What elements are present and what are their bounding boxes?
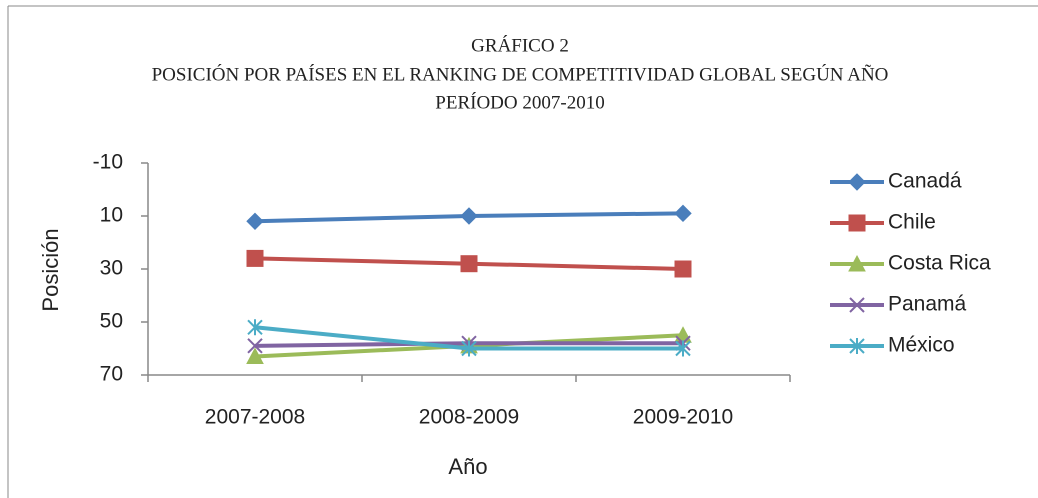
chart-title: PERÍODO 2007-2010 — [435, 91, 604, 113]
marker — [246, 212, 264, 231]
chart-title: GRÁFICO 2 — [471, 34, 569, 56]
legend-label: Panamá — [888, 293, 967, 316]
y-tick-label: 10 — [100, 204, 123, 227]
marker — [460, 207, 478, 225]
x-tick-label: 2009-2010 — [633, 406, 733, 429]
marker — [848, 173, 866, 191]
legend-label: Canadá — [888, 170, 962, 193]
x-axis-label: Año — [448, 454, 487, 479]
marker — [247, 338, 263, 354]
marker — [674, 204, 692, 223]
marker — [848, 254, 866, 272]
marker — [674, 260, 692, 278]
y-tick-label: 70 — [100, 363, 123, 386]
marker — [461, 340, 477, 357]
marker — [849, 338, 865, 354]
legend-label: Costa Rica — [888, 252, 991, 275]
marker — [246, 347, 264, 364]
legend-label: México — [888, 334, 955, 357]
marker — [849, 297, 865, 313]
y-axis-label: Posición — [38, 228, 63, 311]
marker — [246, 249, 264, 267]
legend-label: Chile — [888, 211, 936, 234]
marker — [460, 255, 478, 273]
y-tick-label: -10 — [93, 151, 123, 174]
marker — [247, 319, 263, 336]
x-tick-label: 2008-2009 — [419, 406, 519, 429]
x-tick-label: 2007-2008 — [205, 406, 305, 429]
chart-title: POSICIÓN POR PAÍSES EN EL RANKING DE COM… — [152, 63, 889, 85]
y-tick-label: 30 — [100, 257, 123, 280]
marker — [848, 214, 866, 232]
y-tick-label: 50 — [100, 310, 123, 333]
marker — [675, 340, 691, 357]
